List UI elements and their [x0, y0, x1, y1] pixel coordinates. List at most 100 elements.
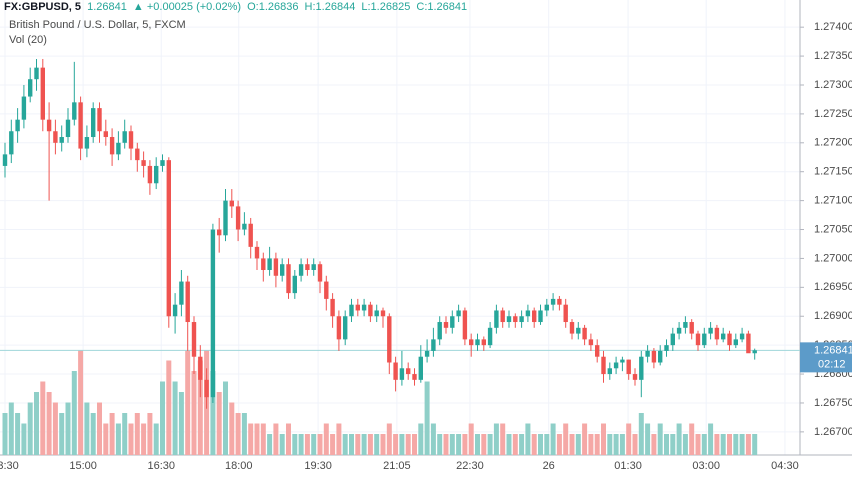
volume-bar — [273, 423, 279, 455]
x-tick-label: 19:30 — [304, 460, 332, 472]
volume-bar — [2, 413, 8, 455]
candle-body — [172, 304, 178, 317]
candle-body — [450, 316, 455, 328]
volume-bar — [676, 423, 682, 455]
volume-bar — [267, 434, 273, 455]
candle-body — [469, 339, 474, 346]
candle-body — [261, 258, 266, 270]
y-tick-label: 1.27200 — [814, 137, 852, 149]
volume-bar — [601, 423, 606, 455]
low: L:1.26825 — [361, 1, 411, 13]
volume-bar — [160, 381, 165, 455]
volume-bar — [544, 434, 550, 455]
volume-bar — [607, 434, 613, 455]
candle-body — [28, 79, 33, 97]
x-tick-label: 21:05 — [383, 460, 411, 472]
candle-body — [368, 304, 373, 317]
volume-bar — [235, 413, 241, 455]
volume-bar — [405, 434, 411, 455]
volume-bar — [59, 413, 65, 455]
candle-body — [443, 322, 449, 328]
volume-bar — [424, 381, 430, 455]
candle-body — [595, 345, 600, 357]
volume-bar — [708, 423, 714, 455]
last-price-tag — [800, 342, 852, 373]
candle-body — [544, 304, 549, 311]
volume-bar — [260, 423, 266, 455]
y-tick-label: 1.27400 — [814, 21, 852, 33]
candle-body — [412, 374, 417, 380]
volume-bar — [386, 423, 392, 455]
volume-bar — [122, 413, 128, 455]
candle-body — [576, 327, 581, 334]
volume-bar — [745, 434, 751, 455]
volume-bar — [311, 434, 317, 455]
countdown: 02:12 — [818, 358, 846, 370]
close: C:1.26841 — [416, 1, 468, 13]
candle-body — [292, 275, 297, 294]
candle-body — [91, 108, 96, 138]
x-tick-label: 03:00 — [692, 460, 720, 472]
candle-body — [708, 327, 713, 334]
volume-bar — [223, 381, 228, 455]
volume-bar — [317, 434, 323, 455]
y-tick-label: 1.26750 — [814, 397, 852, 409]
volume-bar — [531, 434, 537, 455]
volume-bar — [481, 434, 487, 455]
y-tick-label: 1.27350 — [814, 50, 852, 62]
volume-bar — [468, 423, 474, 455]
candle-body — [343, 316, 348, 340]
y-tick-label: 1.26700 — [814, 426, 852, 438]
volume-bar — [380, 434, 386, 455]
candle-body — [116, 142, 121, 155]
candle-body — [746, 333, 751, 354]
volume-bar — [134, 413, 140, 455]
candle-body — [254, 246, 260, 259]
volume-bar — [103, 423, 109, 455]
candle-body — [607, 368, 612, 375]
volume-bar — [538, 434, 543, 455]
candle-body — [374, 310, 379, 317]
candle-body — [676, 327, 682, 334]
volume-bar — [733, 434, 739, 455]
volume-bar — [613, 434, 619, 455]
volume-bar — [739, 434, 745, 455]
candle-body — [135, 148, 140, 161]
volume-bar — [147, 413, 153, 455]
volume-bar — [374, 434, 380, 455]
candle-body — [191, 322, 197, 357]
candle-body — [109, 137, 115, 155]
volume-bar — [65, 402, 71, 455]
candle-body — [122, 131, 127, 143]
volume-bar — [46, 392, 52, 455]
y-tick-label: 1.27300 — [814, 79, 852, 91]
volume-bar — [336, 423, 342, 455]
candle-body — [462, 310, 468, 340]
candle-body — [147, 165, 153, 184]
candle-body — [721, 333, 726, 340]
volume-bar — [556, 434, 562, 455]
x-tick-label: 13:30 — [0, 460, 19, 472]
volume-bar — [97, 402, 102, 455]
volume-bar — [412, 434, 417, 455]
high: H:1.26844 — [304, 1, 356, 13]
candle-body — [437, 322, 442, 340]
y-tick-label: 1.26950 — [814, 281, 852, 293]
candle-body — [273, 258, 279, 276]
volume-bar — [594, 434, 600, 455]
candle-body — [84, 137, 90, 149]
candle-body — [651, 350, 657, 363]
candle-body — [179, 281, 184, 305]
volume-bar — [109, 413, 115, 455]
candle-body — [21, 96, 27, 120]
volume-bar — [399, 434, 405, 455]
volume-bar — [443, 434, 449, 455]
last-price-label: 1.26841 — [814, 344, 852, 356]
candle-body — [733, 339, 738, 346]
volume-bar — [15, 413, 21, 455]
volume-bar — [720, 434, 726, 455]
candle-body — [141, 160, 146, 166]
volume-bar — [582, 423, 588, 455]
candle-body — [324, 281, 329, 299]
